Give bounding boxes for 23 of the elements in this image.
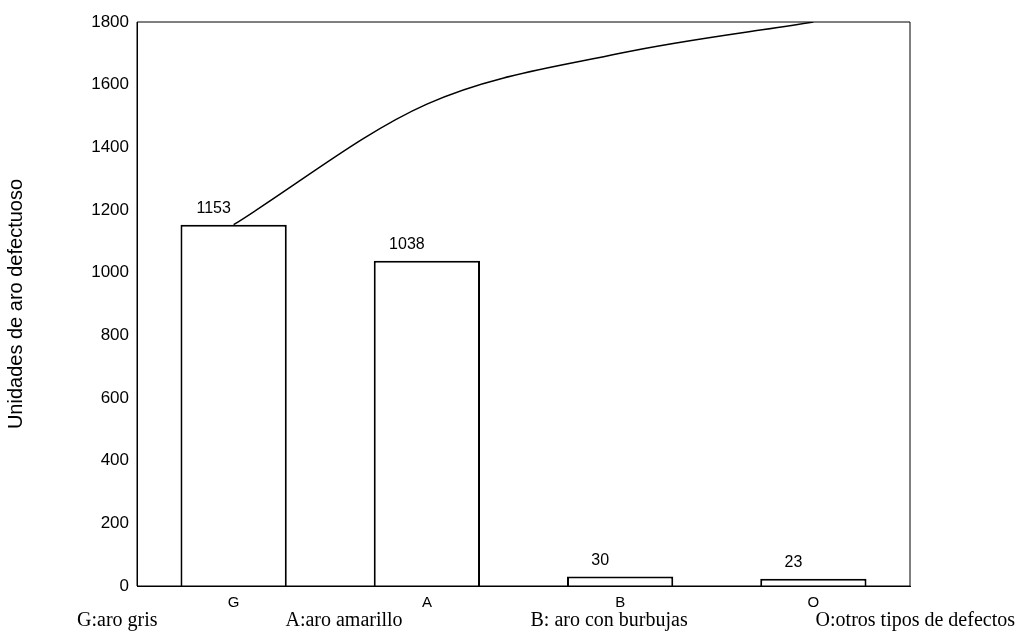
- y-tick-label: 1400: [91, 137, 129, 157]
- y-tick-label: 1800: [91, 11, 129, 31]
- text: B: aro con burbujas: [530, 608, 688, 631]
- y-tick-label: 400: [100, 450, 129, 470]
- x-tick-label: A: [421, 593, 432, 611]
- data-label: 30: [591, 551, 610, 569]
- y-axis-title: Unidades de aro defectuoso: [3, 178, 26, 430]
- text: G:aro gris: [77, 608, 158, 631]
- x-tick-label: B: [615, 593, 626, 611]
- y-tick-label: 600: [100, 387, 129, 407]
- data-label: 1038: [389, 235, 425, 253]
- y-tick-label: 1200: [91, 199, 129, 219]
- x-tick-label: O: [807, 593, 820, 611]
- y-tick-label: 200: [100, 513, 129, 533]
- y-tick-label: 800: [100, 325, 129, 345]
- x-tick-label: G: [227, 593, 240, 611]
- data-label: 23: [784, 553, 803, 571]
- text: A:aro amarillo: [285, 608, 403, 630]
- text: O:otros tipos de defectos: [815, 608, 1016, 631]
- data-label: 1153: [196, 199, 231, 217]
- y-tick-label: 0: [119, 575, 129, 595]
- y-tick-label: 1600: [91, 74, 129, 94]
- y-tick-label: 1000: [91, 262, 129, 282]
